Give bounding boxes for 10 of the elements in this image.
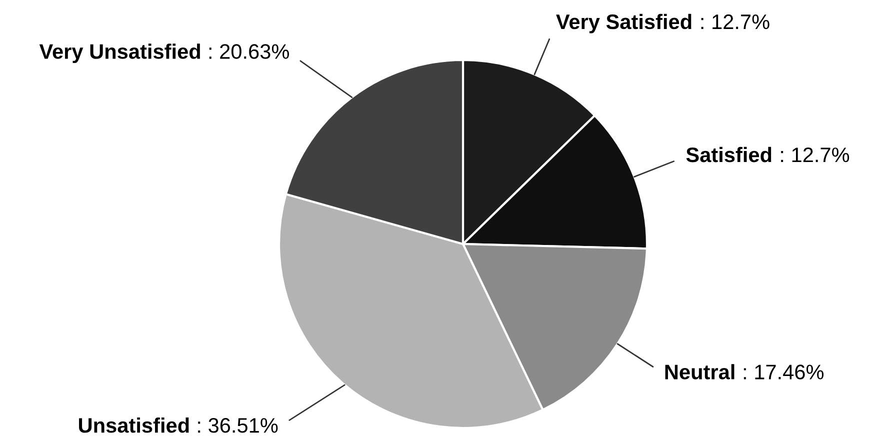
slice-label: Unsatisfied bbox=[79, 417, 189, 433]
slice-label: Satisfied bbox=[686, 146, 772, 162]
slice-label: Very Satisfied bbox=[556, 14, 692, 34]
slice-label: Very Unsatisfied bbox=[39, 44, 200, 64]
slice-label: Neutral bbox=[665, 364, 734, 380]
data-label: : 20.63% bbox=[209, 44, 289, 59]
data-label: : 36.51% bbox=[198, 418, 278, 433]
data-label: : 12.7% bbox=[701, 14, 770, 30]
data-label: : 12.7% bbox=[781, 147, 850, 162]
data-label: : 17.46% bbox=[744, 364, 824, 380]
